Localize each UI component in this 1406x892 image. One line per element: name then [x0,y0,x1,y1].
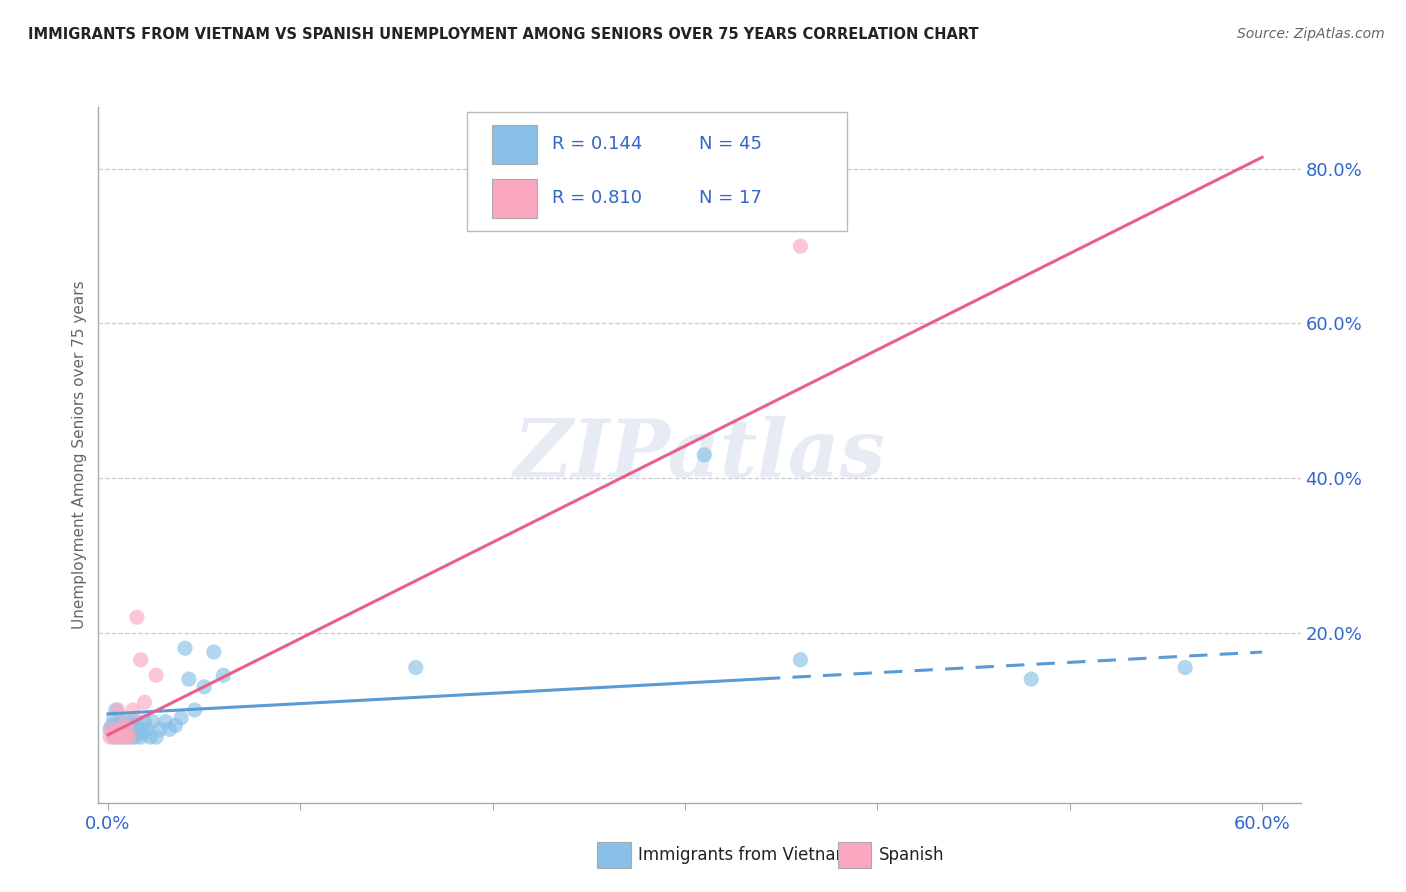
FancyBboxPatch shape [838,842,872,868]
Point [101,723,124,737]
Point [405,660,427,674]
Text: ZIPatlas: ZIPatlas [513,417,886,493]
Point [108,723,131,737]
Text: Source: ZipAtlas.com: Source: ZipAtlas.com [1237,27,1385,41]
Point [135,723,157,737]
Point [98,730,121,744]
Point [108,723,131,737]
Text: Immigrants from Vietnam: Immigrants from Vietnam [638,846,852,864]
Y-axis label: Unemployment Among Seniors over 75 years: Unemployment Among Seniors over 75 years [72,281,87,629]
Point [125,714,148,729]
Point [165,718,187,732]
Point [141,714,163,729]
Point [159,723,181,737]
Point [212,668,235,682]
Point [202,645,225,659]
Text: N = 17: N = 17 [700,189,762,207]
Point [155,714,177,729]
Point [149,723,172,737]
Point [104,703,127,717]
Point [129,730,152,744]
Text: Spanish: Spanish [879,846,943,864]
Point [104,730,127,744]
Text: R = 0.144: R = 0.144 [551,136,643,153]
Point [101,718,124,732]
Point [174,641,197,656]
Point [789,653,811,667]
Point [693,448,716,462]
Point [1174,660,1197,674]
Point [789,239,811,253]
Point [107,718,129,732]
Point [104,726,127,740]
Point [134,695,156,709]
Point [120,730,142,744]
Point [177,672,200,686]
FancyBboxPatch shape [598,842,631,868]
Point [125,723,148,737]
Point [170,711,193,725]
Point [118,723,141,737]
Point [145,668,167,682]
Point [103,711,125,725]
Point [183,703,205,717]
Point [107,703,129,717]
Point [134,714,156,729]
FancyBboxPatch shape [492,125,537,164]
Point [117,723,139,737]
FancyBboxPatch shape [467,112,848,231]
Point [110,730,132,744]
Point [131,726,153,740]
Point [114,730,136,744]
Point [129,653,152,667]
Point [110,714,132,729]
Point [1019,672,1042,686]
Point [110,730,132,744]
Point [128,723,150,737]
Text: N = 45: N = 45 [700,136,762,153]
Text: IMMIGRANTS FROM VIETNAM VS SPANISH UNEMPLOYMENT AMONG SENIORS OVER 75 YEARS CORR: IMMIGRANTS FROM VIETNAM VS SPANISH UNEMP… [28,27,979,42]
Point [118,730,141,744]
Point [117,726,139,740]
Point [114,730,136,744]
Point [122,714,145,729]
Point [103,726,125,740]
Point [193,680,215,694]
Point [145,730,167,744]
Point [112,718,135,732]
Point [98,723,121,737]
Point [107,730,129,744]
Point [117,714,139,729]
Point [122,703,145,717]
Point [139,730,162,744]
Point [124,730,146,744]
Point [125,610,148,624]
Point [103,730,125,744]
FancyBboxPatch shape [492,179,537,218]
Point [112,723,135,737]
Text: R = 0.810: R = 0.810 [551,189,641,207]
